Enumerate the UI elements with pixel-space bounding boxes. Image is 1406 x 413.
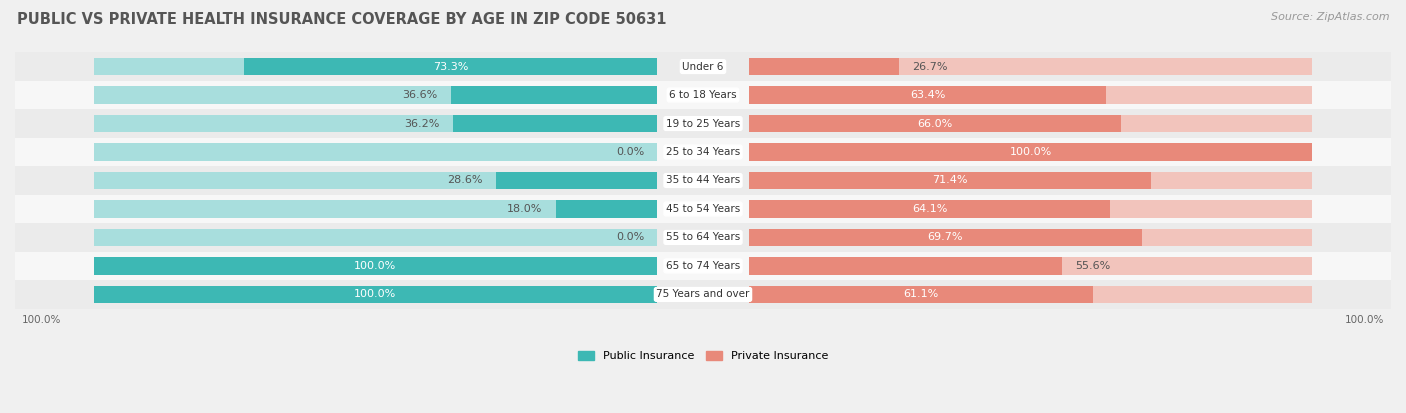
Bar — [749, 172, 1312, 189]
Bar — [749, 200, 1111, 218]
Text: 36.6%: 36.6% — [402, 90, 437, 100]
Text: 71.4%: 71.4% — [932, 176, 967, 185]
Bar — [245, 58, 657, 76]
Bar — [94, 143, 657, 161]
Bar — [749, 172, 1152, 189]
Bar — [749, 86, 1312, 104]
Bar — [15, 81, 1391, 109]
Text: 0.0%: 0.0% — [616, 233, 644, 242]
Text: 26.7%: 26.7% — [912, 62, 948, 71]
Legend: Public Insurance, Private Insurance: Public Insurance, Private Insurance — [574, 347, 832, 366]
Text: PUBLIC VS PRIVATE HEALTH INSURANCE COVERAGE BY AGE IN ZIP CODE 50631: PUBLIC VS PRIVATE HEALTH INSURANCE COVER… — [17, 12, 666, 27]
Bar — [15, 280, 1391, 309]
Bar — [94, 86, 657, 104]
Text: 63.4%: 63.4% — [910, 90, 945, 100]
Bar — [749, 115, 1121, 132]
Bar — [94, 58, 657, 76]
Bar — [15, 109, 1391, 138]
Bar — [749, 229, 1142, 246]
Text: 6 to 18 Years: 6 to 18 Years — [669, 90, 737, 100]
Text: 19 to 25 Years: 19 to 25 Years — [666, 119, 740, 128]
Bar — [749, 58, 1312, 76]
Bar — [749, 86, 1107, 104]
Bar — [94, 229, 657, 246]
Bar — [496, 172, 657, 189]
Bar — [749, 115, 1312, 132]
Bar — [94, 172, 657, 189]
Bar — [15, 138, 1391, 166]
Bar — [749, 257, 1062, 275]
Bar — [94, 286, 657, 303]
Text: 55.6%: 55.6% — [1076, 261, 1111, 271]
Bar — [749, 286, 1312, 303]
Bar — [94, 200, 657, 218]
Text: 65 to 74 Years: 65 to 74 Years — [666, 261, 740, 271]
Text: 100.0%: 100.0% — [1010, 147, 1052, 157]
Text: 73.3%: 73.3% — [433, 62, 468, 71]
Text: 28.6%: 28.6% — [447, 176, 482, 185]
Text: 25 to 34 Years: 25 to 34 Years — [666, 147, 740, 157]
Bar — [749, 143, 1312, 161]
Text: 36.2%: 36.2% — [405, 119, 440, 128]
Text: 64.1%: 64.1% — [911, 204, 948, 214]
Text: 0.0%: 0.0% — [616, 147, 644, 157]
Text: Under 6: Under 6 — [682, 62, 724, 71]
Bar — [453, 115, 657, 132]
Bar — [94, 257, 657, 275]
Bar — [15, 52, 1391, 81]
Bar — [15, 166, 1391, 195]
Text: 55 to 64 Years: 55 to 64 Years — [666, 233, 740, 242]
Bar — [555, 200, 657, 218]
Bar — [94, 257, 657, 275]
Bar — [749, 257, 1312, 275]
Bar — [749, 143, 1312, 161]
Bar — [749, 229, 1312, 246]
Bar — [749, 286, 1094, 303]
Text: 75 Years and over: 75 Years and over — [657, 290, 749, 299]
Text: Source: ZipAtlas.com: Source: ZipAtlas.com — [1271, 12, 1389, 22]
Bar — [451, 86, 657, 104]
Text: 61.1%: 61.1% — [904, 290, 939, 299]
Bar — [15, 252, 1391, 280]
Text: 100.0%: 100.0% — [21, 315, 60, 325]
Text: 100.0%: 100.0% — [354, 290, 396, 299]
Text: 69.7%: 69.7% — [928, 233, 963, 242]
Bar — [15, 195, 1391, 223]
Bar — [749, 58, 900, 76]
Text: 66.0%: 66.0% — [917, 119, 952, 128]
Text: 18.0%: 18.0% — [508, 204, 543, 214]
Text: 35 to 44 Years: 35 to 44 Years — [666, 176, 740, 185]
Text: 45 to 54 Years: 45 to 54 Years — [666, 204, 740, 214]
Text: 100.0%: 100.0% — [1346, 315, 1385, 325]
Bar — [749, 200, 1312, 218]
Bar — [94, 115, 657, 132]
Bar — [15, 223, 1391, 252]
Bar — [94, 286, 657, 303]
Text: 100.0%: 100.0% — [354, 261, 396, 271]
